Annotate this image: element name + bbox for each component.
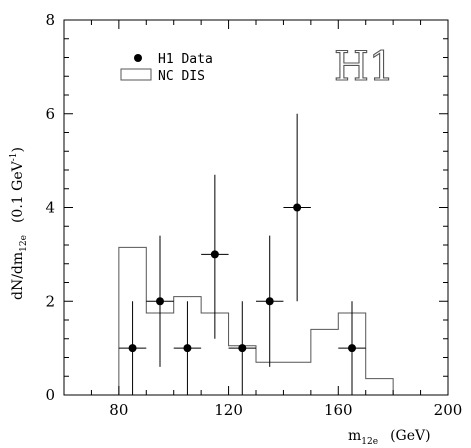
y-label-unit: (0.1 GeV — [10, 160, 26, 223]
axis-ticks: 80 120 160 200 0 2 4 6 8 — [45, 11, 462, 419]
x-tick-label-120: 120 — [214, 401, 243, 419]
x-label-main: m — [348, 428, 361, 444]
x-label-unit: (GeV) — [390, 428, 431, 444]
x-label-sub: 12e — [361, 437, 378, 447]
y-label-unit-close: ) — [10, 147, 26, 152]
h1-brand-label: H1 — [334, 44, 394, 90]
x-tick-label-160: 160 — [324, 401, 353, 419]
data-marker — [128, 344, 137, 353]
y-tick-label-6: 6 — [45, 105, 55, 123]
y-tick-label-0: 0 — [45, 386, 55, 404]
legend-label-h1-data: H1 Data — [158, 52, 213, 67]
y-label-sub: 12e — [19, 235, 29, 252]
h1-data-point-3 — [201, 174, 229, 339]
h1-data-point-2 — [173, 301, 202, 395]
data-marker — [293, 203, 302, 212]
nc-dis-bin-6 — [311, 329, 338, 395]
data-marker — [238, 344, 247, 353]
data-marker — [183, 344, 192, 353]
x-tick-label-80: 80 — [109, 401, 128, 419]
y-tick-label-8: 8 — [45, 11, 55, 29]
h1-data-point-4 — [228, 301, 256, 395]
y-label-main: dN/dm — [10, 252, 26, 300]
x-tick-label-200: 200 — [434, 401, 463, 419]
nc-dis-bin-8 — [366, 379, 393, 395]
h1-data-point-6 — [283, 113, 311, 302]
h1-data-point-1 — [146, 235, 174, 367]
legend-data-marker — [134, 54, 142, 62]
data-marker — [210, 250, 219, 259]
y-axis-label: dN/dm12e (0.1 GeV-1) — [9, 147, 29, 300]
h1-data-point-5 — [256, 235, 284, 367]
x-axis-label: m12e (GeV) — [348, 428, 431, 447]
y-tick-label-2: 2 — [45, 292, 55, 310]
y-label-unit-exponent: -1 — [9, 153, 19, 162]
h1-data-point-7 — [338, 301, 366, 395]
legend: H1 Data NC DIS — [120, 52, 213, 84]
legend-nc-dis-swatch — [120, 68, 152, 81]
data-marker — [156, 297, 164, 306]
data-marker — [265, 297, 274, 306]
y-tick-label-4: 4 — [45, 199, 55, 217]
h1-data-points — [118, 113, 366, 395]
legend-label-nc-dis: NC DIS — [158, 69, 205, 84]
h1-data-point-0 — [118, 301, 147, 395]
data-marker — [348, 344, 356, 353]
